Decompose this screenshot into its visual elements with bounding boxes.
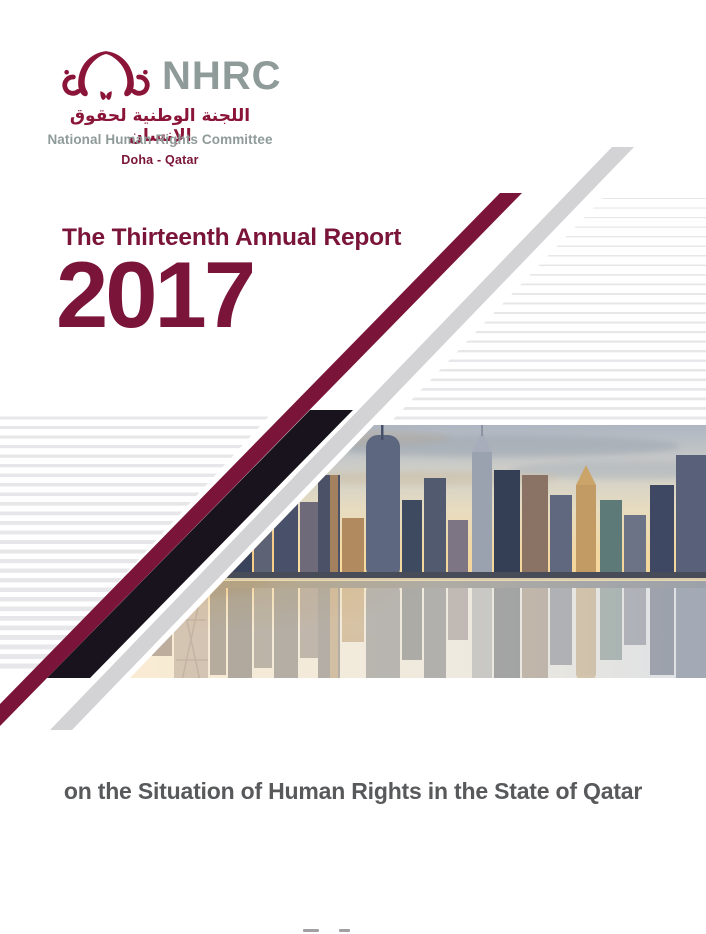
footer-mark xyxy=(339,929,350,932)
nhrc-logo: NHRC اللجنة الوطنية لحقوق الإنسان Nation… xyxy=(47,40,282,180)
black-diagonal-band xyxy=(47,410,353,678)
footer-mark xyxy=(303,929,319,932)
nhrc-acronym: NHRC xyxy=(162,54,282,98)
cut-off-footer-text xyxy=(303,929,363,934)
nhrc-english-name: National Human Rights Committee xyxy=(47,132,273,147)
report-title: The Thirteenth Annual Report xyxy=(62,224,402,251)
gray-diagonal-stripe xyxy=(50,147,634,730)
nhrc-location: Doha - Qatar xyxy=(121,153,199,167)
maroon-diagonal-stripe xyxy=(0,193,522,726)
nhrc-emblem-icon xyxy=(62,51,150,100)
report-subtitle: on the Situation of Human Rights in the … xyxy=(63,778,643,804)
nhrc-arabic-name: اللجنة الوطنية لحقوق الإنسان xyxy=(69,106,251,147)
report-year: 2017 xyxy=(56,242,256,347)
